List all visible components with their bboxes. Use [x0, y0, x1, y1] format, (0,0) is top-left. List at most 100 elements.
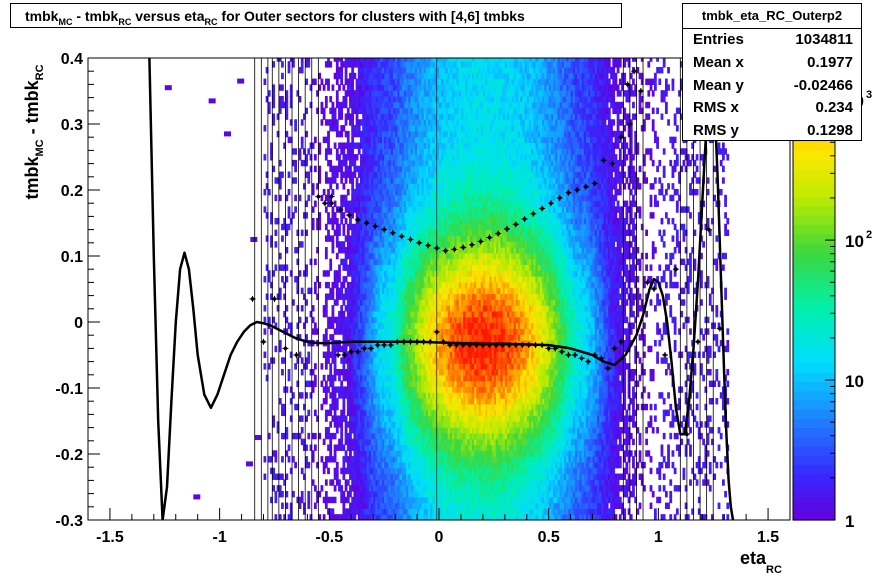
heat-cell — [390, 66, 394, 74]
heat-cell — [335, 479, 339, 486]
heat-cell — [375, 339, 379, 347]
heat-cell — [338, 72, 341, 80]
heat-cell — [329, 444, 333, 451]
heat-cell — [417, 165, 420, 173]
heat-cell — [399, 467, 403, 475]
heat-cell — [370, 287, 374, 295]
heat-cell — [338, 264, 341, 271]
heat-cell — [436, 316, 440, 324]
heat-cell — [421, 194, 425, 202]
heat-cell — [447, 200, 451, 207]
heat-cell — [452, 514, 455, 520]
heat-cell — [443, 113, 447, 120]
heat-cell — [362, 171, 366, 178]
heat-cell — [434, 368, 438, 376]
heat-cell — [287, 374, 291, 382]
heat-cell — [362, 148, 366, 155]
heat-cell — [397, 177, 401, 184]
heat-cell — [386, 398, 390, 405]
heat-cell — [419, 467, 423, 475]
heat-cell — [406, 78, 409, 85]
heat-cell — [436, 363, 440, 370]
heat-cell — [302, 339, 306, 347]
heat-cell — [392, 130, 396, 138]
heat-cell — [458, 96, 462, 103]
heat-cell — [355, 432, 359, 440]
heat-cell — [445, 264, 449, 271]
heat-cell — [403, 101, 407, 109]
heat-cell — [349, 217, 352, 225]
heat-cell — [388, 206, 392, 213]
heat-cell — [281, 368, 284, 376]
heat-cell — [441, 363, 444, 370]
heat-cell — [331, 514, 335, 520]
heat-cell — [449, 270, 453, 277]
heat-cell — [377, 136, 381, 144]
heat-cell — [406, 310, 409, 318]
heat-cell — [441, 58, 444, 62]
heat-cell — [381, 252, 385, 260]
heat-cell — [425, 58, 429, 62]
heat-cell — [351, 508, 355, 515]
heat-cell — [307, 357, 311, 364]
heat-cell — [373, 293, 376, 300]
heat-cell — [452, 432, 455, 440]
heat-cell — [452, 322, 455, 329]
heat-cell — [364, 142, 368, 149]
heat-cell — [439, 142, 442, 149]
heat-cell — [452, 241, 455, 248]
heat-cell — [390, 322, 394, 329]
heat-cell — [377, 119, 381, 126]
heat-cell — [355, 380, 359, 388]
heat-cell — [379, 450, 383, 457]
heat-cell — [366, 339, 370, 347]
heat-cell — [318, 72, 322, 80]
heat-cell — [327, 136, 330, 144]
heat-cell — [434, 281, 438, 289]
heat-cell — [366, 316, 370, 324]
heat-cell — [410, 310, 414, 318]
heat-cell — [401, 496, 405, 504]
heat-cell — [381, 380, 385, 388]
heat-cell — [456, 247, 460, 254]
heat-cell — [441, 310, 444, 318]
heat-cell — [397, 66, 401, 74]
heat-cell — [390, 136, 394, 144]
heat-cell — [445, 90, 449, 97]
heat-cell — [434, 421, 438, 428]
heat-cell — [331, 496, 335, 504]
heat-cell — [370, 409, 374, 417]
heat-cell — [425, 392, 429, 399]
heat-cell — [449, 171, 453, 178]
heat-cell — [412, 502, 416, 509]
heat-cell — [384, 310, 387, 318]
heat-cell — [349, 322, 352, 329]
heat-cell — [421, 200, 425, 207]
heat-cell — [432, 229, 436, 237]
heat-cell — [377, 322, 381, 329]
heat-cell — [403, 287, 407, 295]
heat-cell — [425, 206, 429, 213]
heat-cell — [428, 200, 431, 207]
heat-cell — [434, 258, 438, 266]
heat-cell — [362, 136, 366, 144]
heat-cell — [373, 183, 376, 190]
heat-cell — [454, 241, 458, 248]
heat-cell — [425, 432, 429, 440]
heat-cell — [357, 479, 361, 486]
heat-cell — [377, 206, 381, 213]
heat-cell — [412, 514, 416, 520]
heat-cell — [263, 125, 267, 132]
heat-cell — [346, 299, 350, 306]
heat-cell — [412, 96, 416, 103]
heat-cell — [357, 148, 361, 155]
heat-cell — [327, 322, 330, 329]
heat-cell — [441, 461, 444, 469]
heat-cell — [425, 514, 429, 520]
heat-cell — [443, 421, 447, 428]
heat-cell — [349, 113, 352, 120]
heat-cell — [454, 130, 458, 138]
heat-cell — [460, 485, 464, 492]
heat-cell — [370, 136, 374, 144]
heat-cell — [327, 61, 330, 68]
